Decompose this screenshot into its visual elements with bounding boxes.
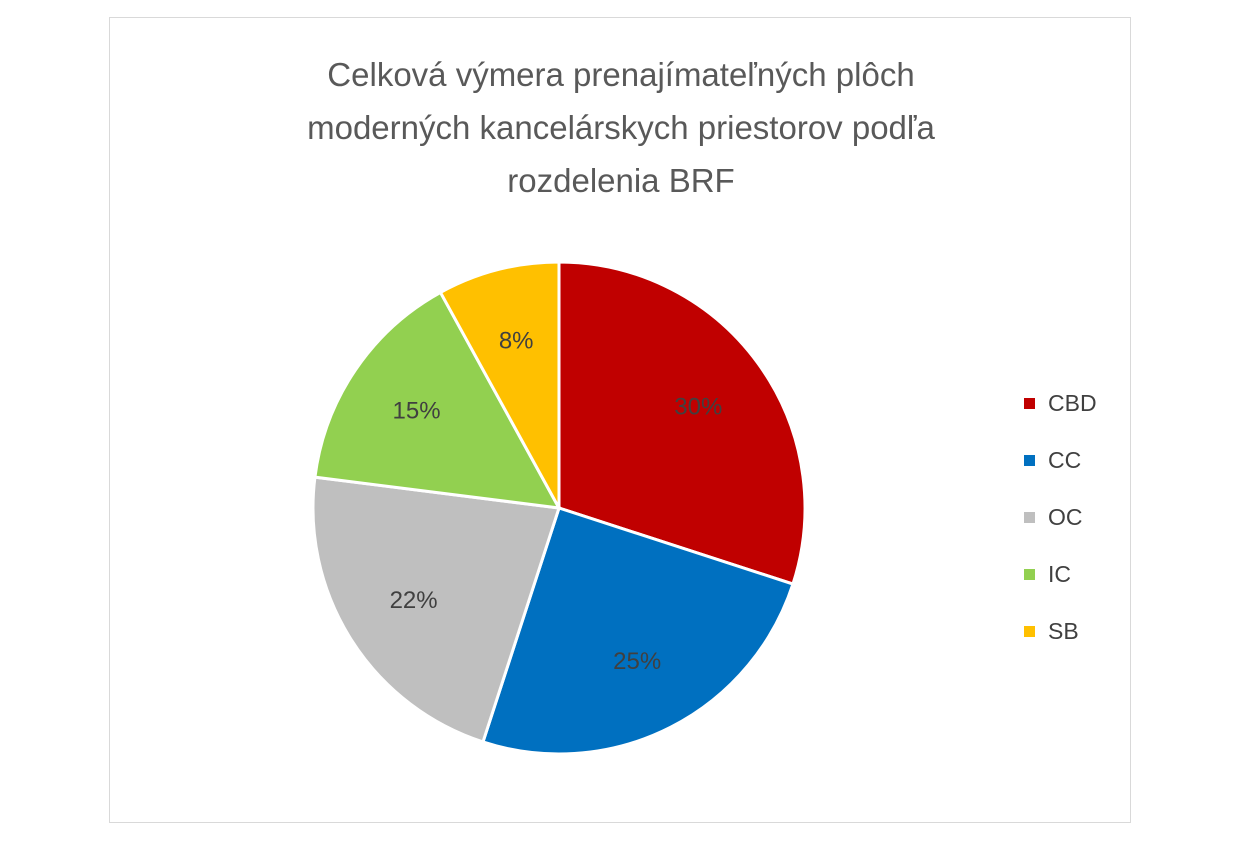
pie-slice-oc <box>311 475 561 744</box>
legend-swatch <box>1024 626 1035 637</box>
legend-label: OC <box>1048 504 1083 530</box>
pie-slice-cc <box>481 506 795 756</box>
legend-swatch <box>1024 455 1035 466</box>
legend-label: CBD <box>1048 390 1097 416</box>
legend-swatch <box>1024 512 1035 523</box>
chart-area: Celková výmera prenajímateľných plôch mo… <box>109 17 1131 823</box>
data-label-cc: 25% <box>613 648 661 675</box>
chart-title: Celková výmera prenajímateľných plôch mo… <box>110 48 1132 207</box>
legend-swatch <box>1024 398 1035 409</box>
legend-swatch <box>1024 569 1035 580</box>
legend-item-sb: SB <box>1024 603 1097 660</box>
data-label-ic: 15% <box>393 398 441 425</box>
chart-title-line-3: rozdelenia BRF <box>507 162 735 199</box>
data-label-cbd: 30% <box>674 393 722 420</box>
chart-title-line-1: Celková výmera prenajímateľných plôch <box>327 56 915 93</box>
chart-title-line-2: moderných kancelárskych priestorov podľa <box>307 109 935 146</box>
pie-slice-sb <box>438 260 561 509</box>
data-label-oc: 22% <box>390 587 438 614</box>
data-label-sb: 8% <box>499 328 534 355</box>
legend-label: IC <box>1048 561 1071 587</box>
legend-item-ic: IC <box>1024 546 1097 603</box>
legend-label: CC <box>1048 447 1082 473</box>
legend-label: SB <box>1048 618 1079 644</box>
legend: CBD CC OC IC SB <box>1024 375 1097 660</box>
legend-item-cc: CC <box>1024 432 1097 489</box>
pie-chart: 30% 25% 22% 15% 8% <box>311 260 807 756</box>
legend-item-cbd: CBD <box>1024 375 1097 432</box>
pie-slice-ic <box>313 290 562 510</box>
pie-slice-cbd <box>557 260 807 586</box>
legend-item-oc: OC <box>1024 489 1097 546</box>
